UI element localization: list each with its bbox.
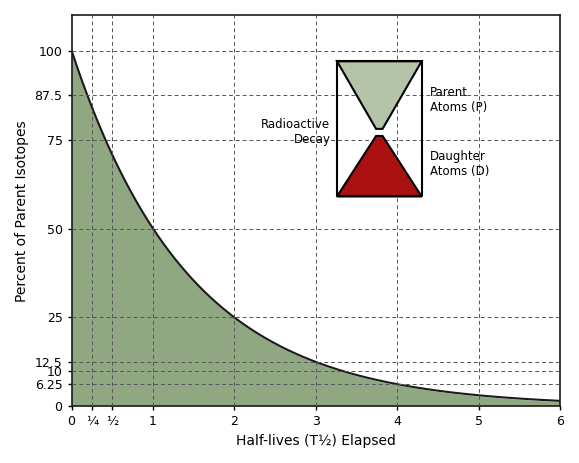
Polygon shape [337, 136, 422, 196]
Text: Daughter
Atoms (D): Daughter Atoms (D) [430, 150, 489, 178]
Polygon shape [337, 61, 422, 129]
Text: Radioactive
Decay: Radioactive Decay [261, 119, 331, 146]
X-axis label: Half-lives (T½) Elapsed: Half-lives (T½) Elapsed [236, 434, 396, 448]
Y-axis label: Percent of Parent Isotopes: Percent of Parent Isotopes [15, 120, 29, 301]
Text: Parent
Atoms (P): Parent Atoms (P) [430, 87, 487, 114]
